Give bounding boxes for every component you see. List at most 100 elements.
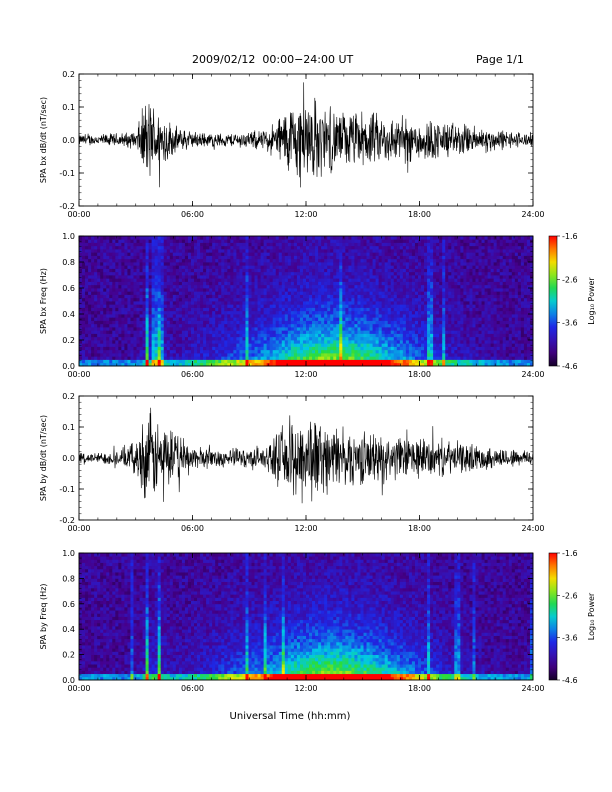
- heatmap-cell: [433, 317, 437, 321]
- heatmap-cell: [327, 333, 331, 338]
- heatmap-cell: [194, 317, 198, 321]
- heatmap-cell: [163, 271, 168, 276]
- heatmap-cell: [345, 333, 349, 338]
- heatmap-cell: [130, 330, 134, 334]
- heatmap-cell: [439, 249, 443, 253]
- heatmap-cell: [91, 245, 95, 250]
- heatmap-cell: [363, 281, 367, 286]
- heatmap-cell: [445, 304, 449, 308]
- heatmap-cell: [306, 258, 310, 263]
- heatmap-cell: [227, 317, 231, 321]
- heatmap-cell: [417, 258, 422, 263]
- heatmap-cell: [433, 252, 437, 256]
- heatmap-cell: [299, 356, 304, 360]
- heatmap-cell: [330, 314, 334, 318]
- heatmap-cell: [293, 239, 298, 243]
- heatmap-cell: [336, 301, 340, 305]
- heatmap-cell: [430, 314, 434, 318]
- heatmap-cell: [345, 252, 349, 256]
- heatmap-cell: [82, 304, 86, 308]
- heatmap-cell: [215, 301, 219, 305]
- heatmap-cell: [312, 320, 316, 325]
- heatmap-cell: [375, 262, 380, 266]
- heatmap-cell: [106, 359, 110, 364]
- heatmap-cell: [242, 349, 246, 354]
- heatmap-cell: [224, 353, 228, 357]
- heatmap-cell: [85, 275, 89, 279]
- heatmap-cell: [154, 333, 159, 338]
- heatmap-cell: [209, 307, 213, 312]
- heatmap-cell: [245, 307, 249, 312]
- heatmap-cell: [402, 245, 407, 250]
- heatmap-cell: [378, 323, 383, 328]
- heatmap-cell: [103, 236, 107, 240]
- heatmap-cell: [348, 301, 352, 305]
- heatmap-cell: [163, 249, 168, 253]
- heatmap-cell: [348, 281, 352, 286]
- heatmap-cell: [442, 343, 446, 347]
- heatmap-cell: [163, 356, 168, 360]
- heatmap-cell: [324, 340, 328, 344]
- x-tick-label: 18:00: [408, 210, 431, 219]
- heatmap-cell: [293, 252, 298, 256]
- heatmap-cell: [109, 252, 113, 256]
- heatmap-cell: [175, 249, 180, 253]
- heatmap-cell: [278, 317, 283, 321]
- heatmap-cell: [203, 323, 207, 328]
- heatmap-cell: [151, 340, 156, 344]
- heatmap-cell: [139, 275, 143, 279]
- heatmap-cell: [436, 349, 440, 354]
- heatmap-cell: [309, 275, 313, 279]
- heatmap-cell: [160, 310, 165, 315]
- heatmap-cell: [157, 275, 162, 279]
- heatmap-cell: [109, 294, 113, 299]
- heatmap-cell: [263, 330, 268, 334]
- heatmap-cell: [405, 294, 410, 299]
- heatmap-cell: [318, 252, 322, 256]
- heatmap-cell: [330, 330, 334, 334]
- heatmap-cell: [421, 362, 425, 367]
- heatmap-cell: [402, 271, 407, 276]
- heatmap-cell: [333, 314, 337, 318]
- heatmap-cell: [187, 336, 192, 341]
- heatmap-cell: [251, 362, 255, 367]
- heatmap-cell: [345, 330, 349, 334]
- heatmap-cell: [97, 294, 101, 299]
- heatmap-cell: [145, 301, 150, 305]
- heatmap-cell: [148, 330, 153, 334]
- heatmap-cell: [79, 294, 83, 299]
- heatmap-cell: [254, 297, 258, 302]
- heatmap-cell: [263, 362, 268, 367]
- heatmap-cell: [187, 356, 192, 360]
- heatmap-cell: [154, 249, 159, 253]
- heatmap-cell: [378, 284, 383, 289]
- heatmap-cell: [321, 288, 325, 292]
- heatmap-cell: [399, 255, 404, 260]
- heatmap-cell: [287, 343, 292, 347]
- heatmap-cell: [209, 252, 213, 256]
- heatmap-cell: [100, 356, 104, 360]
- heatmap-cell: [345, 262, 349, 266]
- heatmap-cell: [103, 323, 107, 328]
- heatmap-cell: [209, 265, 213, 269]
- heatmap-cell: [339, 317, 343, 321]
- heatmap-cell: [263, 310, 268, 315]
- heatmap-cell: [417, 268, 422, 273]
- heatmap-cell: [321, 317, 325, 321]
- heatmap-cell: [221, 340, 225, 344]
- heatmap-cell: [115, 310, 119, 315]
- heatmap-cell: [281, 265, 286, 269]
- heatmap-cell: [324, 362, 328, 367]
- heatmap-cell: [142, 262, 146, 266]
- heatmap-cell: [160, 255, 165, 260]
- heatmap-cell: [251, 239, 255, 243]
- heatmap-cell: [408, 236, 413, 240]
- heatmap-cell: [290, 281, 295, 286]
- heatmap-cell: [224, 249, 228, 253]
- heatmap-cell: [381, 336, 386, 341]
- heatmap-cell: [154, 346, 159, 351]
- heatmap-cell: [151, 271, 156, 276]
- heatmap-cell: [151, 245, 156, 250]
- heatmap-cell: [296, 265, 301, 269]
